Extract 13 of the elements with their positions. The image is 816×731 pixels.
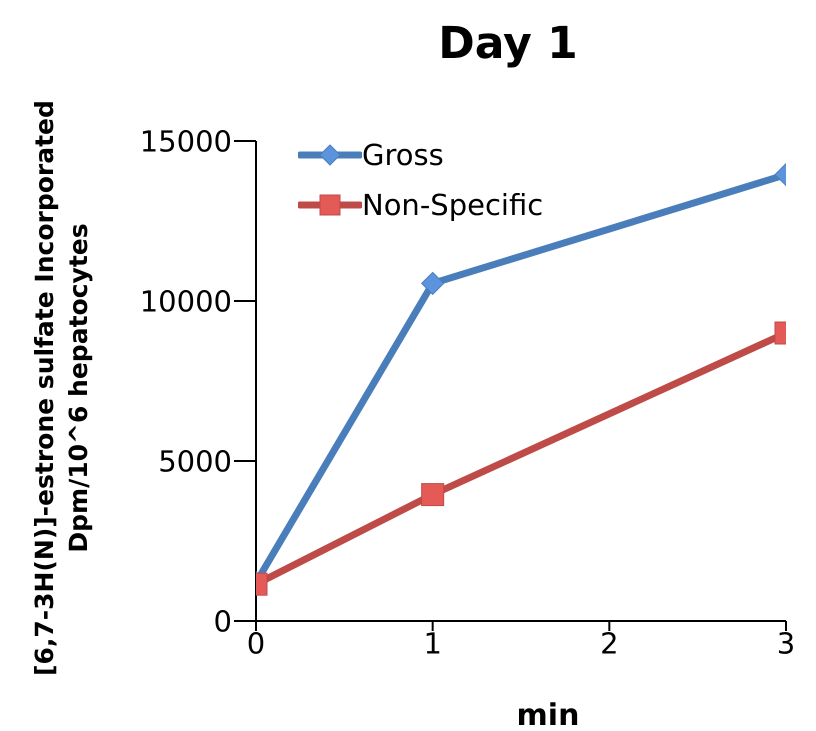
y-tick-label: 10000	[140, 284, 232, 318]
x-tick-label: 3	[776, 626, 796, 661]
x-tick-label: 1	[423, 626, 442, 661]
y-tick-label: 0	[214, 604, 232, 638]
chart-title: Day 1	[437, 18, 579, 69]
x-axis-title: min	[516, 698, 580, 731]
legend-label: Gross	[362, 138, 444, 172]
y-tick-label: 5000	[158, 444, 232, 478]
legend-label: Non-Specific	[362, 188, 544, 222]
x-tick-label: 2	[600, 626, 619, 661]
x-tick-label: 0	[246, 626, 266, 661]
y-axis-title: [6,7-3H(N)]-estrone sulfate Incorporated Dpm/10^6 hepatocytes	[30, 100, 93, 676]
y-tick-label: 15000	[140, 124, 232, 158]
